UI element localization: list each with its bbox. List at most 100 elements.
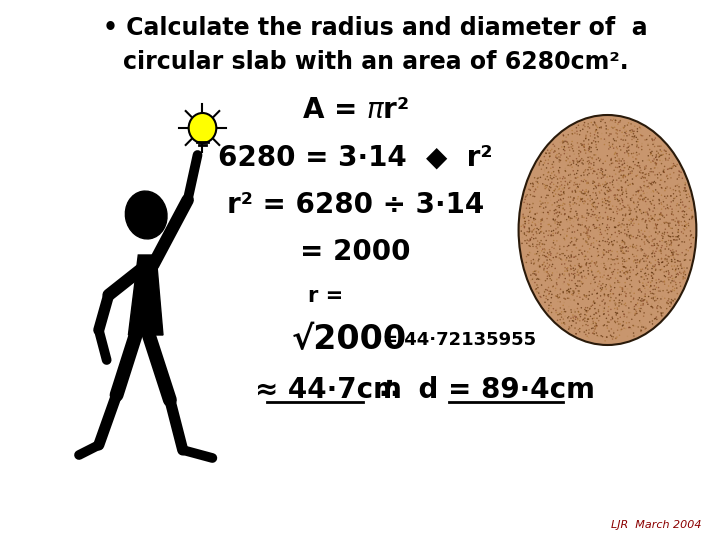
Point xyxy=(629,302,640,311)
Point xyxy=(536,198,547,206)
Point xyxy=(634,192,646,200)
Point xyxy=(638,208,649,217)
Point xyxy=(592,123,603,132)
Point xyxy=(544,220,555,229)
Point xyxy=(528,225,540,233)
Point xyxy=(559,143,570,151)
Point xyxy=(547,140,559,149)
Point xyxy=(678,211,690,219)
Point xyxy=(589,325,600,334)
Point xyxy=(645,199,657,207)
Point xyxy=(534,229,545,238)
Point xyxy=(641,296,652,305)
Point xyxy=(612,265,624,274)
Point xyxy=(541,292,552,301)
Point xyxy=(603,302,614,311)
Point xyxy=(530,234,541,242)
Point xyxy=(617,172,629,180)
Point xyxy=(630,191,642,199)
Point xyxy=(666,255,678,264)
Point xyxy=(554,184,565,193)
Point xyxy=(663,165,675,173)
Point xyxy=(635,292,647,300)
Point xyxy=(516,222,527,231)
Point xyxy=(537,199,549,207)
Point xyxy=(591,123,603,131)
Point xyxy=(559,166,571,175)
Point xyxy=(642,208,653,217)
Point xyxy=(531,209,543,218)
Point xyxy=(570,313,582,322)
Point xyxy=(598,251,609,259)
Point xyxy=(552,316,563,325)
Point xyxy=(575,224,587,233)
Point xyxy=(656,265,667,274)
Point xyxy=(593,306,604,314)
Point xyxy=(580,238,592,247)
Point xyxy=(631,302,643,310)
Point xyxy=(634,168,645,177)
Point xyxy=(644,184,655,192)
Point xyxy=(623,227,634,236)
Point xyxy=(649,217,660,225)
Point xyxy=(685,227,696,235)
Point xyxy=(645,281,657,290)
Point xyxy=(539,258,550,267)
Point xyxy=(635,318,647,327)
Point xyxy=(652,170,663,179)
Point xyxy=(519,213,531,221)
Point xyxy=(613,198,625,206)
Point xyxy=(616,236,628,245)
Point xyxy=(627,191,639,199)
Polygon shape xyxy=(128,255,163,335)
Point xyxy=(597,332,608,341)
Point xyxy=(619,278,631,287)
Point xyxy=(577,177,589,186)
Point xyxy=(534,262,545,271)
Point xyxy=(631,307,642,316)
Point xyxy=(605,215,616,224)
Point xyxy=(678,178,690,187)
Point xyxy=(549,205,561,214)
Point xyxy=(568,253,580,261)
Point xyxy=(525,276,536,285)
Point xyxy=(595,273,606,281)
Point xyxy=(624,169,636,178)
Point xyxy=(600,118,611,127)
Point xyxy=(649,157,660,165)
Point xyxy=(573,220,585,229)
Point xyxy=(665,184,676,192)
Point xyxy=(585,259,596,267)
Point xyxy=(622,285,634,293)
Point xyxy=(622,139,634,148)
Point xyxy=(666,248,678,257)
Point xyxy=(591,262,603,271)
Point xyxy=(580,149,592,158)
Point xyxy=(680,187,691,195)
Point xyxy=(672,271,684,279)
Point xyxy=(639,211,651,220)
Point xyxy=(647,310,658,319)
Point xyxy=(532,284,544,292)
Point xyxy=(598,242,609,251)
Point xyxy=(616,171,627,180)
Point xyxy=(534,242,546,251)
Point xyxy=(621,220,633,228)
Point xyxy=(662,273,674,282)
Point xyxy=(557,301,569,310)
Point xyxy=(556,319,567,327)
Point xyxy=(531,242,542,251)
Point xyxy=(663,232,675,241)
Point xyxy=(546,227,557,235)
Point xyxy=(662,231,674,240)
Point xyxy=(639,208,651,217)
Point xyxy=(567,266,579,274)
Point xyxy=(638,282,649,291)
Point xyxy=(605,186,616,195)
Point xyxy=(595,164,607,173)
Point xyxy=(561,231,572,240)
Point xyxy=(587,271,598,279)
Point xyxy=(660,153,672,162)
Point xyxy=(628,332,639,340)
Point xyxy=(625,263,636,272)
